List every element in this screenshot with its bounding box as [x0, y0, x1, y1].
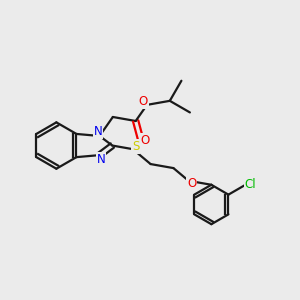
Text: O: O	[187, 177, 196, 190]
Text: Cl: Cl	[245, 178, 256, 191]
Text: N: N	[94, 125, 102, 138]
Text: N: N	[97, 153, 105, 167]
Text: O: O	[140, 134, 150, 146]
Text: S: S	[132, 140, 140, 153]
Text: O: O	[139, 95, 148, 108]
